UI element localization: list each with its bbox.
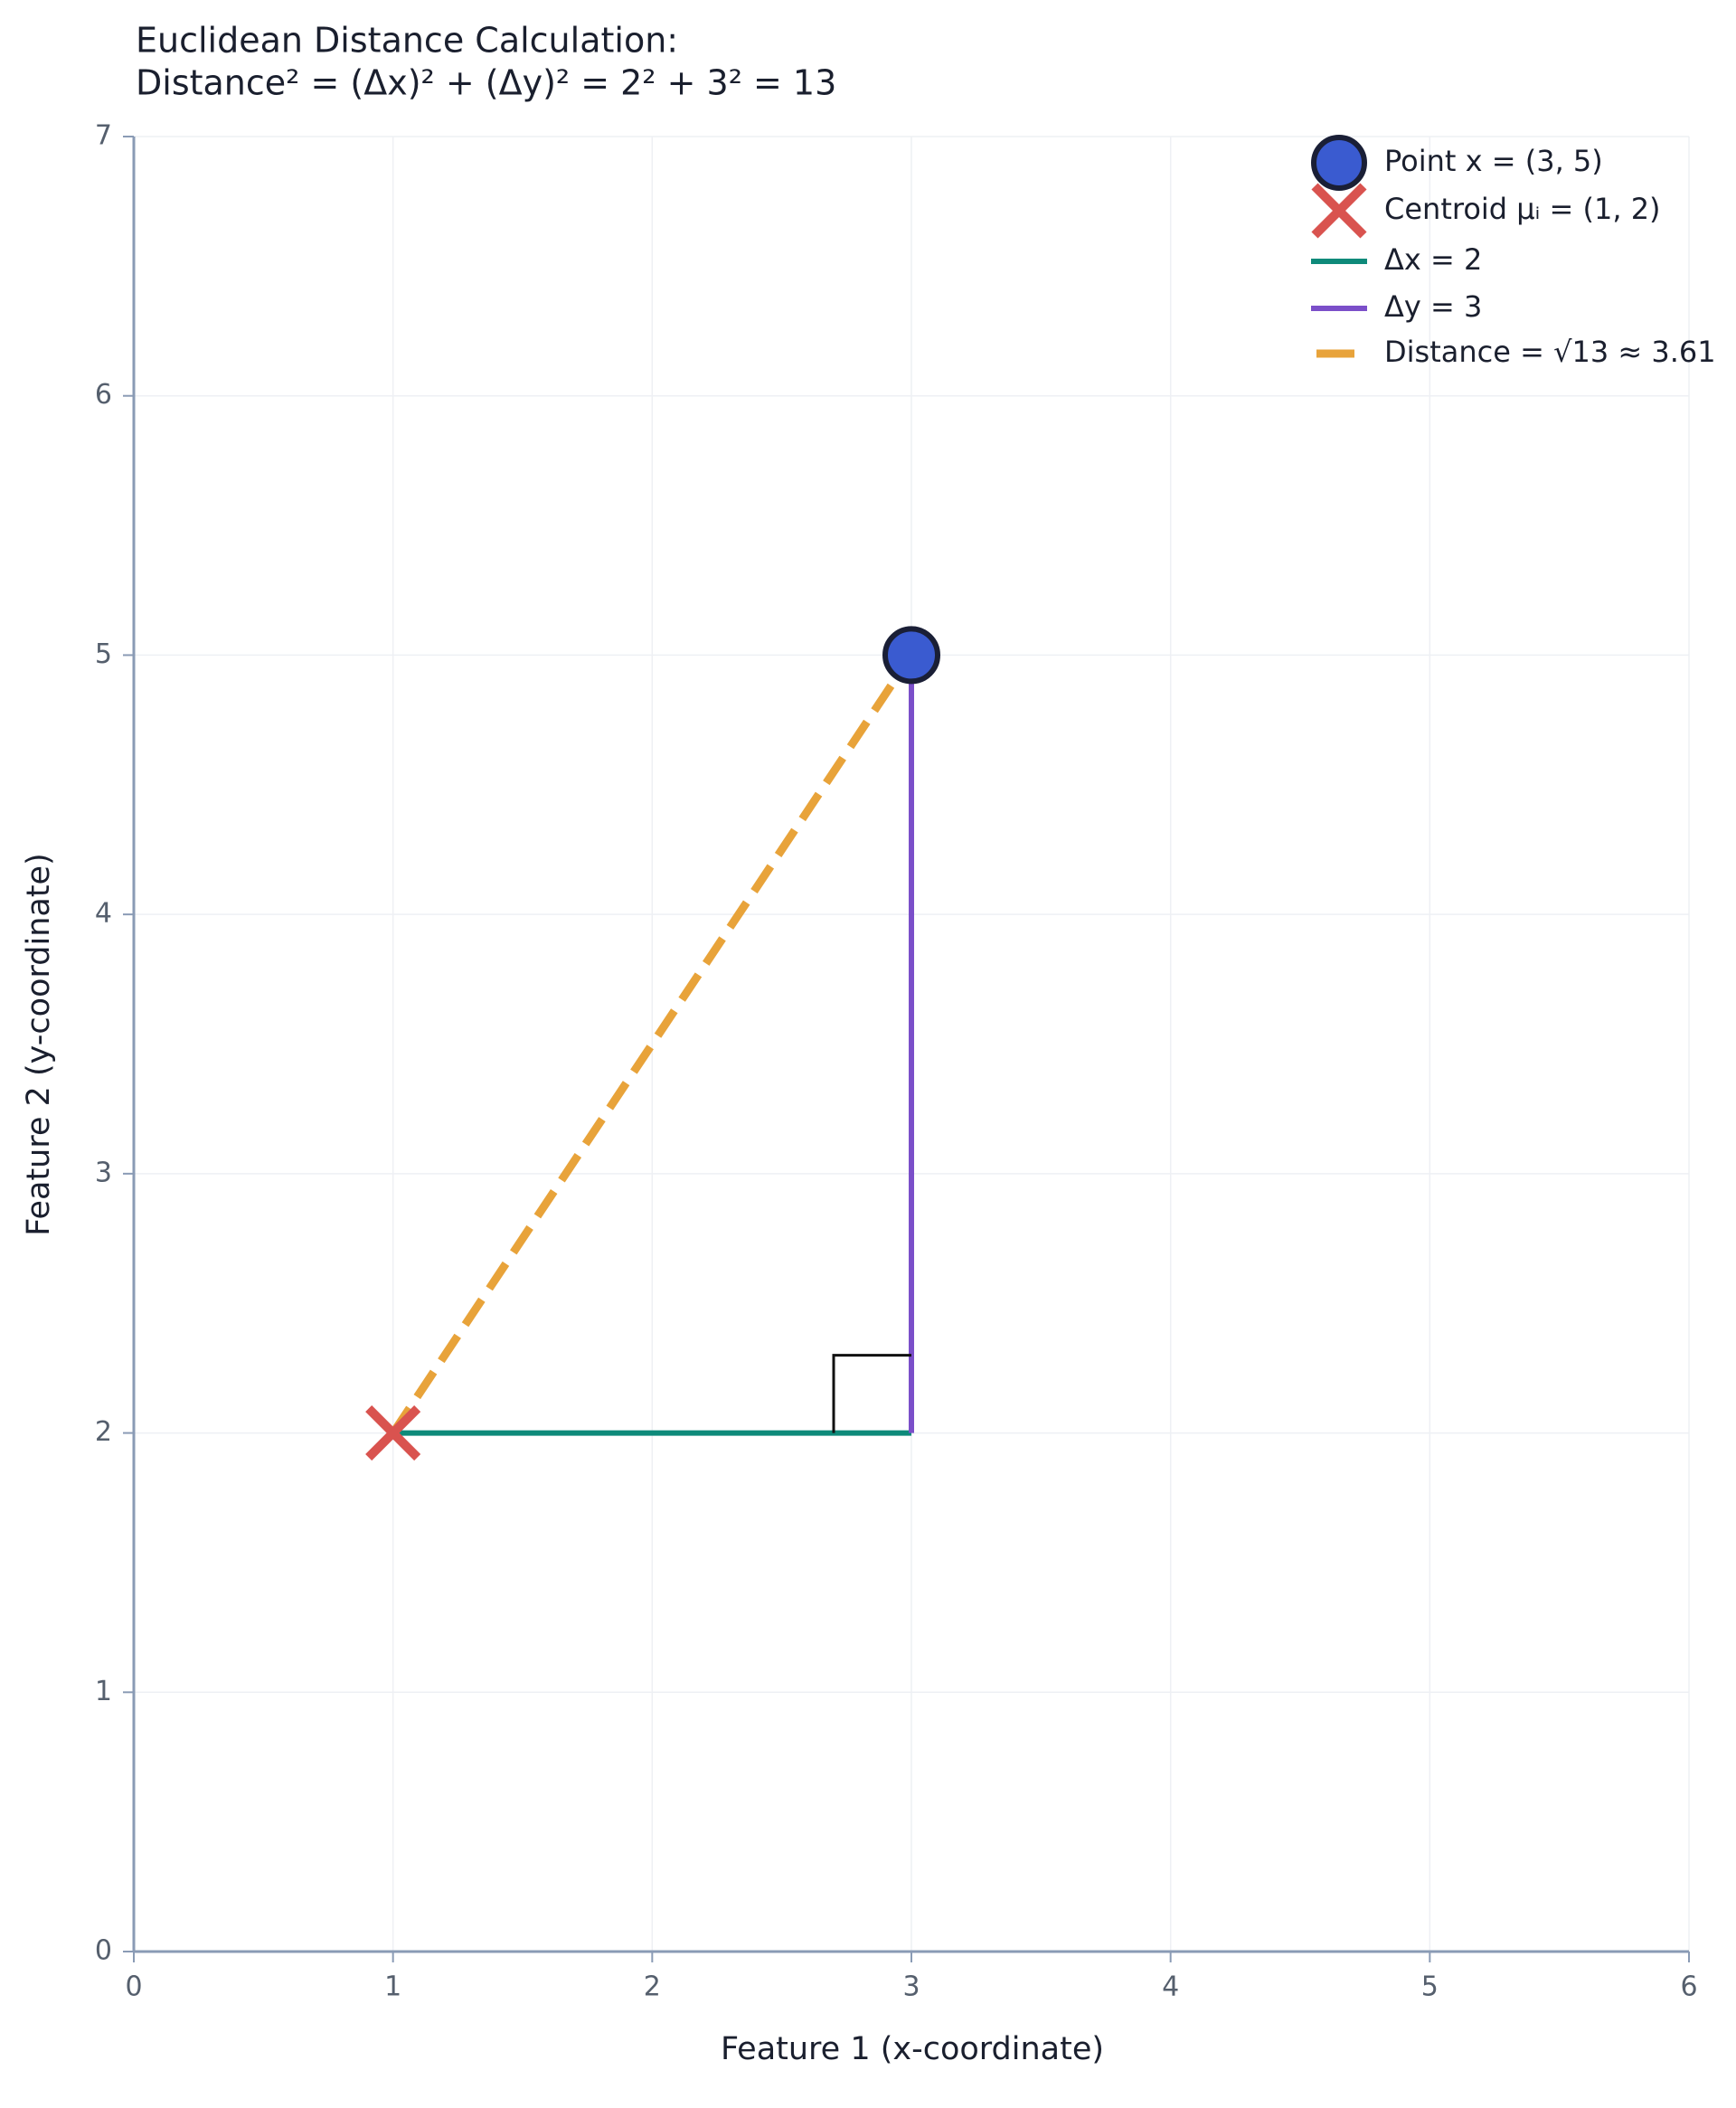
x-tick-label: 2 (644, 1971, 661, 2003)
y-tick-label: 5 (95, 638, 112, 670)
chart-title: Euclidean Distance Calculation: (136, 21, 678, 61)
y-tick-label: 0 (95, 1935, 112, 1967)
chart-title: Distance² = (Δx)² + (Δy)² = 2² + 3² = 13 (136, 63, 836, 103)
y-axis-label: Feature 2 (y-coordinate) (21, 853, 57, 1236)
y-tick-label: 3 (95, 1157, 112, 1188)
y-tick-label: 1 (95, 1676, 112, 1707)
point-marker (882, 626, 940, 685)
x-tick-label: 4 (1162, 1971, 1179, 2003)
legend-marker (1311, 183, 1367, 239)
legend-label: Δy = 3 (1384, 289, 1482, 324)
x-tick-label: 1 (384, 1971, 401, 2003)
x-tick-label: 3 (902, 1971, 920, 2003)
legend-label: Δx = 2 (1384, 242, 1482, 277)
centroid-marker (365, 1405, 421, 1461)
legend-marker (1311, 135, 1367, 191)
x-tick-label: 0 (125, 1971, 142, 2003)
legend-label: Centroid μᵢ = (1, 2) (1384, 192, 1661, 226)
right-angle-marker (832, 1354, 911, 1433)
legend-label: Point x = (3, 5) (1384, 144, 1603, 178)
x-axis-label: Feature 1 (x-coordinate) (721, 2031, 1104, 2067)
x-tick-label: 6 (1680, 1971, 1697, 2003)
y-tick-label: 6 (95, 379, 112, 411)
y-tick-label: 2 (95, 1416, 112, 1448)
y-tick-label: 4 (95, 898, 112, 930)
legend-label: Distance = √13 ≈ 3.61 (1384, 335, 1716, 369)
y-tick-label: 7 (95, 120, 112, 152)
line-series (389, 652, 915, 1436)
x-tick-label: 5 (1421, 1971, 1439, 2003)
